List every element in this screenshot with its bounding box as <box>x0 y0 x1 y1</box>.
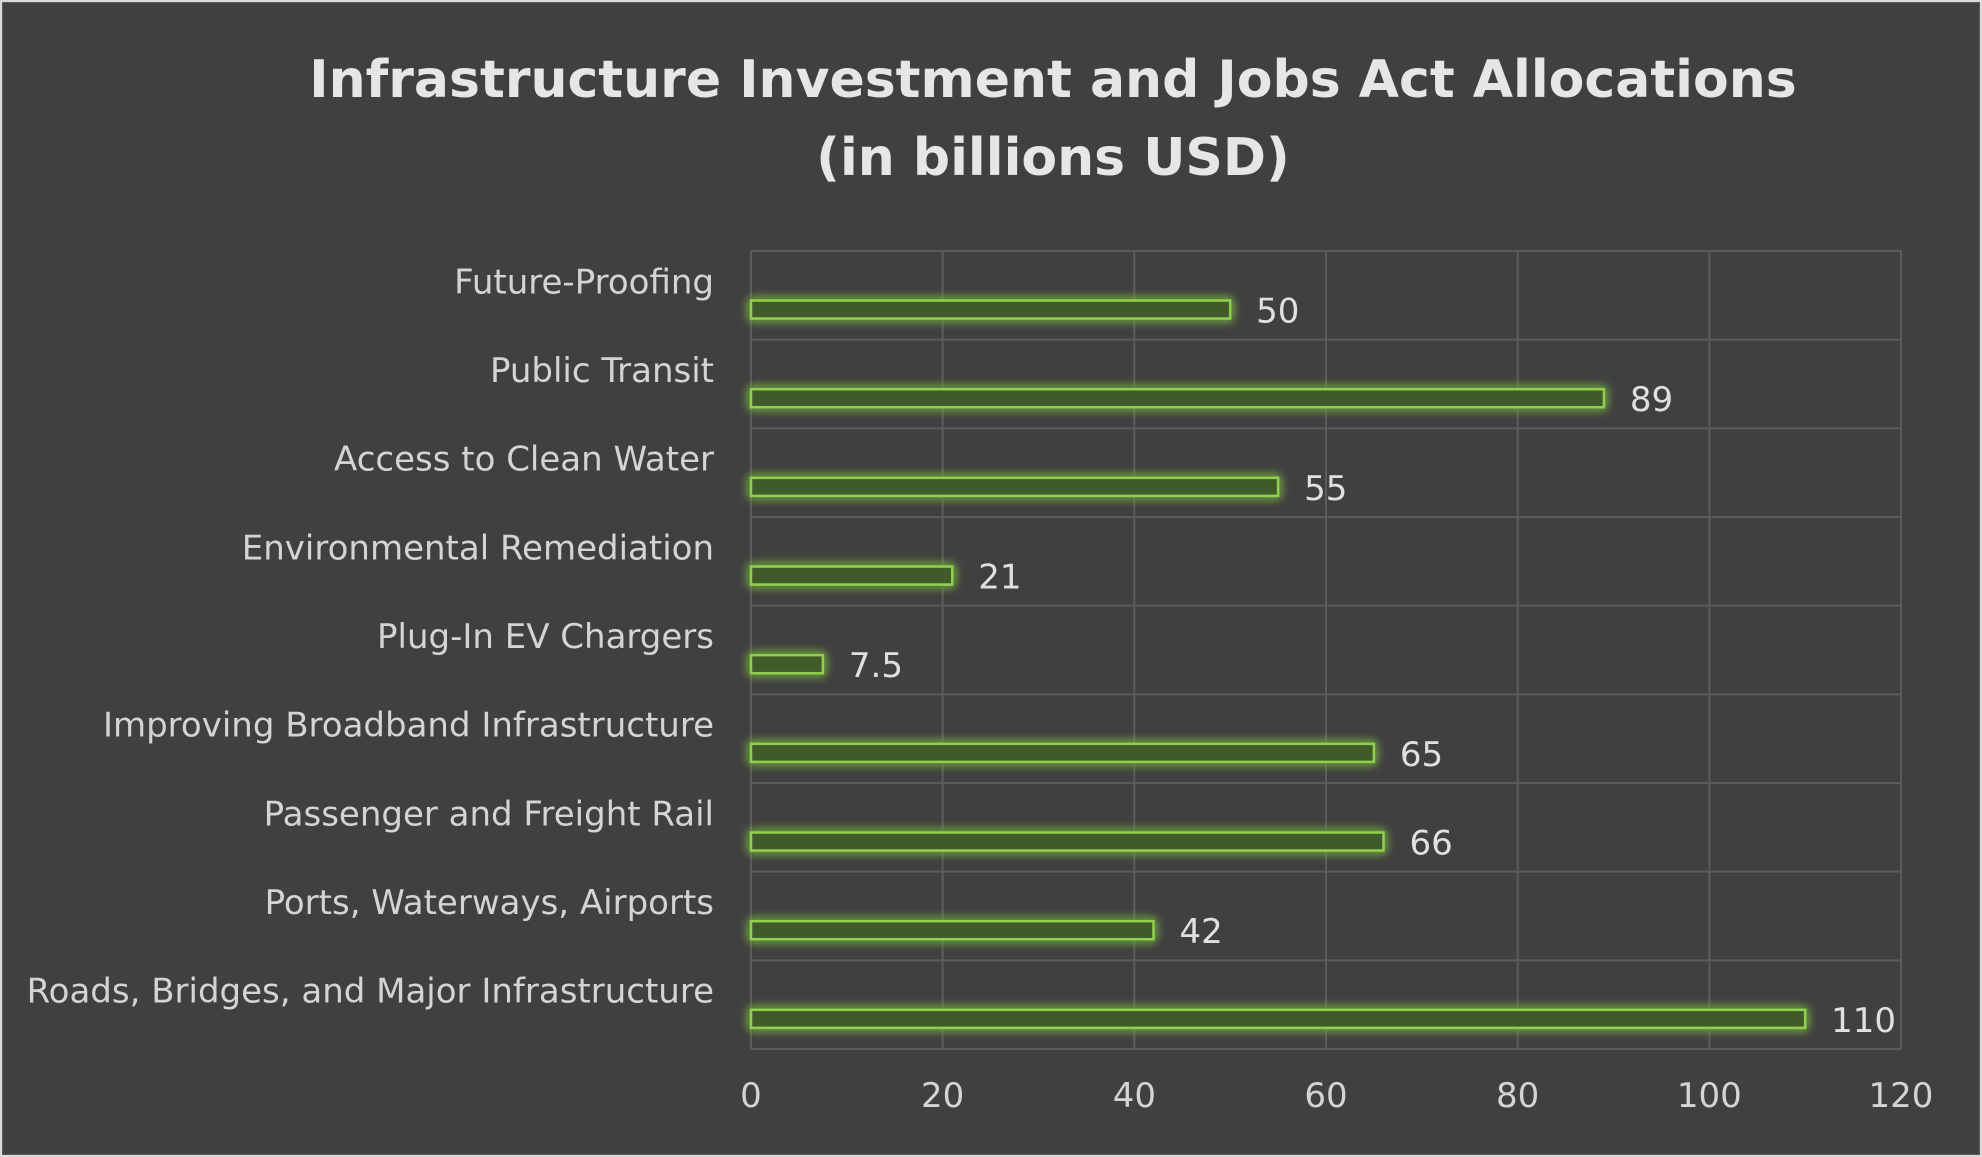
category-label: Public Transit <box>490 351 714 391</box>
category-label: Roads, Bridges, and Major Infrastructure <box>27 972 714 1012</box>
bar <box>749 299 1232 320</box>
x-tick-label: 80 <box>1496 1076 1539 1116</box>
data-label: 7.5 <box>849 646 903 686</box>
data-label: 89 <box>1630 380 1673 420</box>
data-label: 55 <box>1304 469 1347 509</box>
chart-title: Infrastructure Investment and Jobs Act A… <box>309 50 1796 110</box>
category-label: Future-Proofing <box>454 262 714 302</box>
data-label: 42 <box>1180 912 1223 952</box>
bar <box>749 1008 1807 1030</box>
bar <box>749 387 1606 409</box>
data-label: 21 <box>978 558 1021 598</box>
bar <box>749 919 1155 941</box>
bar <box>749 565 954 586</box>
bar <box>749 476 1280 498</box>
category-label: Improving Broadband Infrastructure <box>103 706 714 746</box>
data-labels: 110 42 66 65 7.5 21 55 89 50 <box>849 292 1896 1041</box>
x-tick-label: 120 <box>1869 1076 1934 1116</box>
x-tick-label: 100 <box>1677 1076 1742 1116</box>
bar <box>749 653 825 675</box>
category-label: Plug-In EV Chargers <box>377 617 714 657</box>
gridlines <box>750 250 1902 1050</box>
x-tick-label: 0 <box>740 1076 762 1116</box>
category-label: Ports, Waterways, Airports <box>265 883 714 923</box>
category-labels: Roads, Bridges, and Major Infrastructure… <box>27 262 714 1011</box>
x-tick-label: 40 <box>1113 1076 1156 1116</box>
chart-title-group: Infrastructure Investment and Jobs Act A… <box>309 50 1796 188</box>
x-tick-label: 60 <box>1304 1076 1347 1116</box>
bar <box>749 831 1385 852</box>
chart-subtitle: (in billions USD) <box>816 128 1290 188</box>
data-label: 50 <box>1256 292 1299 332</box>
category-label: Environmental Remediation <box>242 528 714 568</box>
bar-chart: Infrastructure Investment and Jobs Act A… <box>27 50 1934 1116</box>
category-label: Access to Clean Water <box>334 440 714 480</box>
x-axis-tick-labels: 0 20 40 60 80 100 120 <box>740 1076 1933 1116</box>
bars <box>749 299 1807 1030</box>
data-label: 65 <box>1400 735 1443 775</box>
bar <box>749 742 1376 764</box>
data-label: 66 <box>1410 824 1453 864</box>
category-label: Passenger and Freight Rail <box>264 794 714 834</box>
x-tick-label: 20 <box>921 1076 964 1116</box>
data-label: 110 <box>1831 1001 1896 1041</box>
